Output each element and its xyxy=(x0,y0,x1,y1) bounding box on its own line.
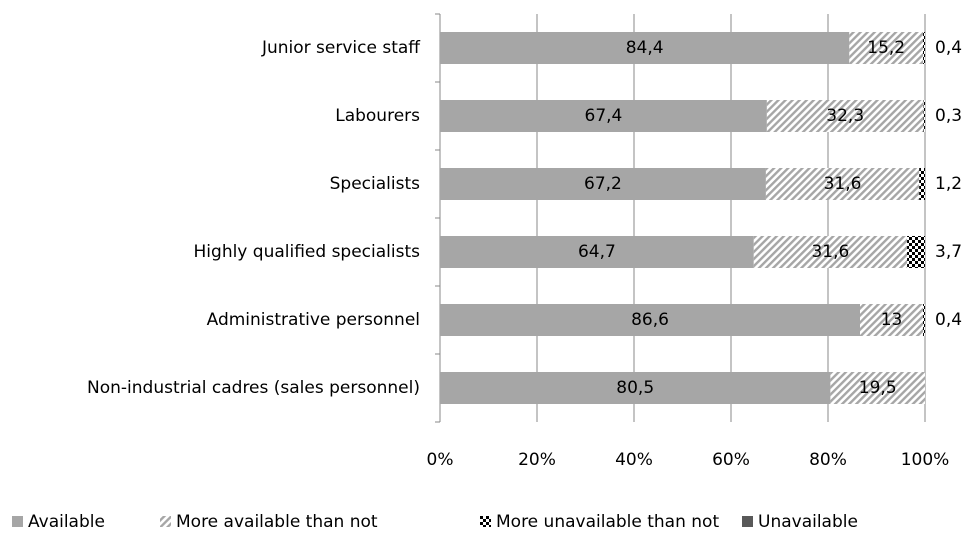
bar-segment xyxy=(765,168,920,200)
legend-item: More available than not xyxy=(160,512,378,532)
y-tick-label: Labourers xyxy=(335,106,420,126)
x-tick-label: 40% xyxy=(615,450,653,470)
y-tick-label: Specialists xyxy=(330,174,420,194)
x-tick-label: 100% xyxy=(901,450,950,470)
legend-swatch xyxy=(480,516,491,527)
y-tick-label: Junior service staff xyxy=(261,38,421,58)
x-tick-label: 60% xyxy=(712,450,750,470)
data-label: 31,6 xyxy=(824,174,862,194)
y-tick-label: Non-industrial cadres (sales personnel) xyxy=(87,378,420,398)
bar-segment xyxy=(923,100,925,132)
data-label: 19,5 xyxy=(859,378,897,398)
data-label: 80,5 xyxy=(616,378,654,398)
bar-segment xyxy=(440,100,767,132)
legend-label: More available than not xyxy=(176,512,378,532)
data-label: 32,3 xyxy=(826,106,864,126)
legend-item: Available xyxy=(12,512,105,532)
data-label: 1,2 xyxy=(935,174,962,194)
bar-segment xyxy=(923,32,925,64)
legend-label: Available xyxy=(28,512,105,532)
data-label: 0,4 xyxy=(935,310,962,330)
y-tick-label: Highly qualified specialists xyxy=(194,242,421,262)
bar-segment xyxy=(440,304,861,336)
data-label: 84,4 xyxy=(626,38,664,58)
data-label: 0,3 xyxy=(935,106,962,126)
bar-segment xyxy=(766,100,924,132)
legend-label: More unavailable than not xyxy=(496,512,719,532)
data-label: 15,2 xyxy=(867,38,905,58)
legend-swatch xyxy=(160,516,171,527)
data-label: 3,7 xyxy=(935,242,962,262)
x-tick-label: 80% xyxy=(809,450,847,470)
data-label: 67,4 xyxy=(585,106,623,126)
bar-segment xyxy=(830,372,925,404)
bar-segment xyxy=(919,168,925,200)
data-label: 86,6 xyxy=(631,310,669,330)
bar-segment xyxy=(440,236,754,268)
data-label: 31,6 xyxy=(811,242,849,262)
legend-item: More unavailable than not xyxy=(480,512,719,532)
bar-segment xyxy=(849,32,924,64)
x-tick-label: 0% xyxy=(427,450,454,470)
bar-segment xyxy=(860,304,924,336)
data-label: 0,4 xyxy=(935,38,962,58)
bar-segment xyxy=(753,236,908,268)
bar-segment xyxy=(440,372,831,404)
data-label: 13 xyxy=(881,310,903,330)
y-tick-label: Administrative personnel xyxy=(207,310,420,330)
legend-swatch xyxy=(742,516,753,527)
data-label: 64,7 xyxy=(578,242,616,262)
x-tick-label: 20% xyxy=(518,450,556,470)
bar-segment xyxy=(440,32,850,64)
legend-label: Unavailable xyxy=(758,512,858,532)
bar-segment xyxy=(923,304,925,336)
data-label: 67,2 xyxy=(584,174,622,194)
legend-item: Unavailable xyxy=(742,512,858,532)
legend-swatch xyxy=(12,516,23,527)
bar-segment xyxy=(440,168,766,200)
bar-segment xyxy=(907,236,925,268)
